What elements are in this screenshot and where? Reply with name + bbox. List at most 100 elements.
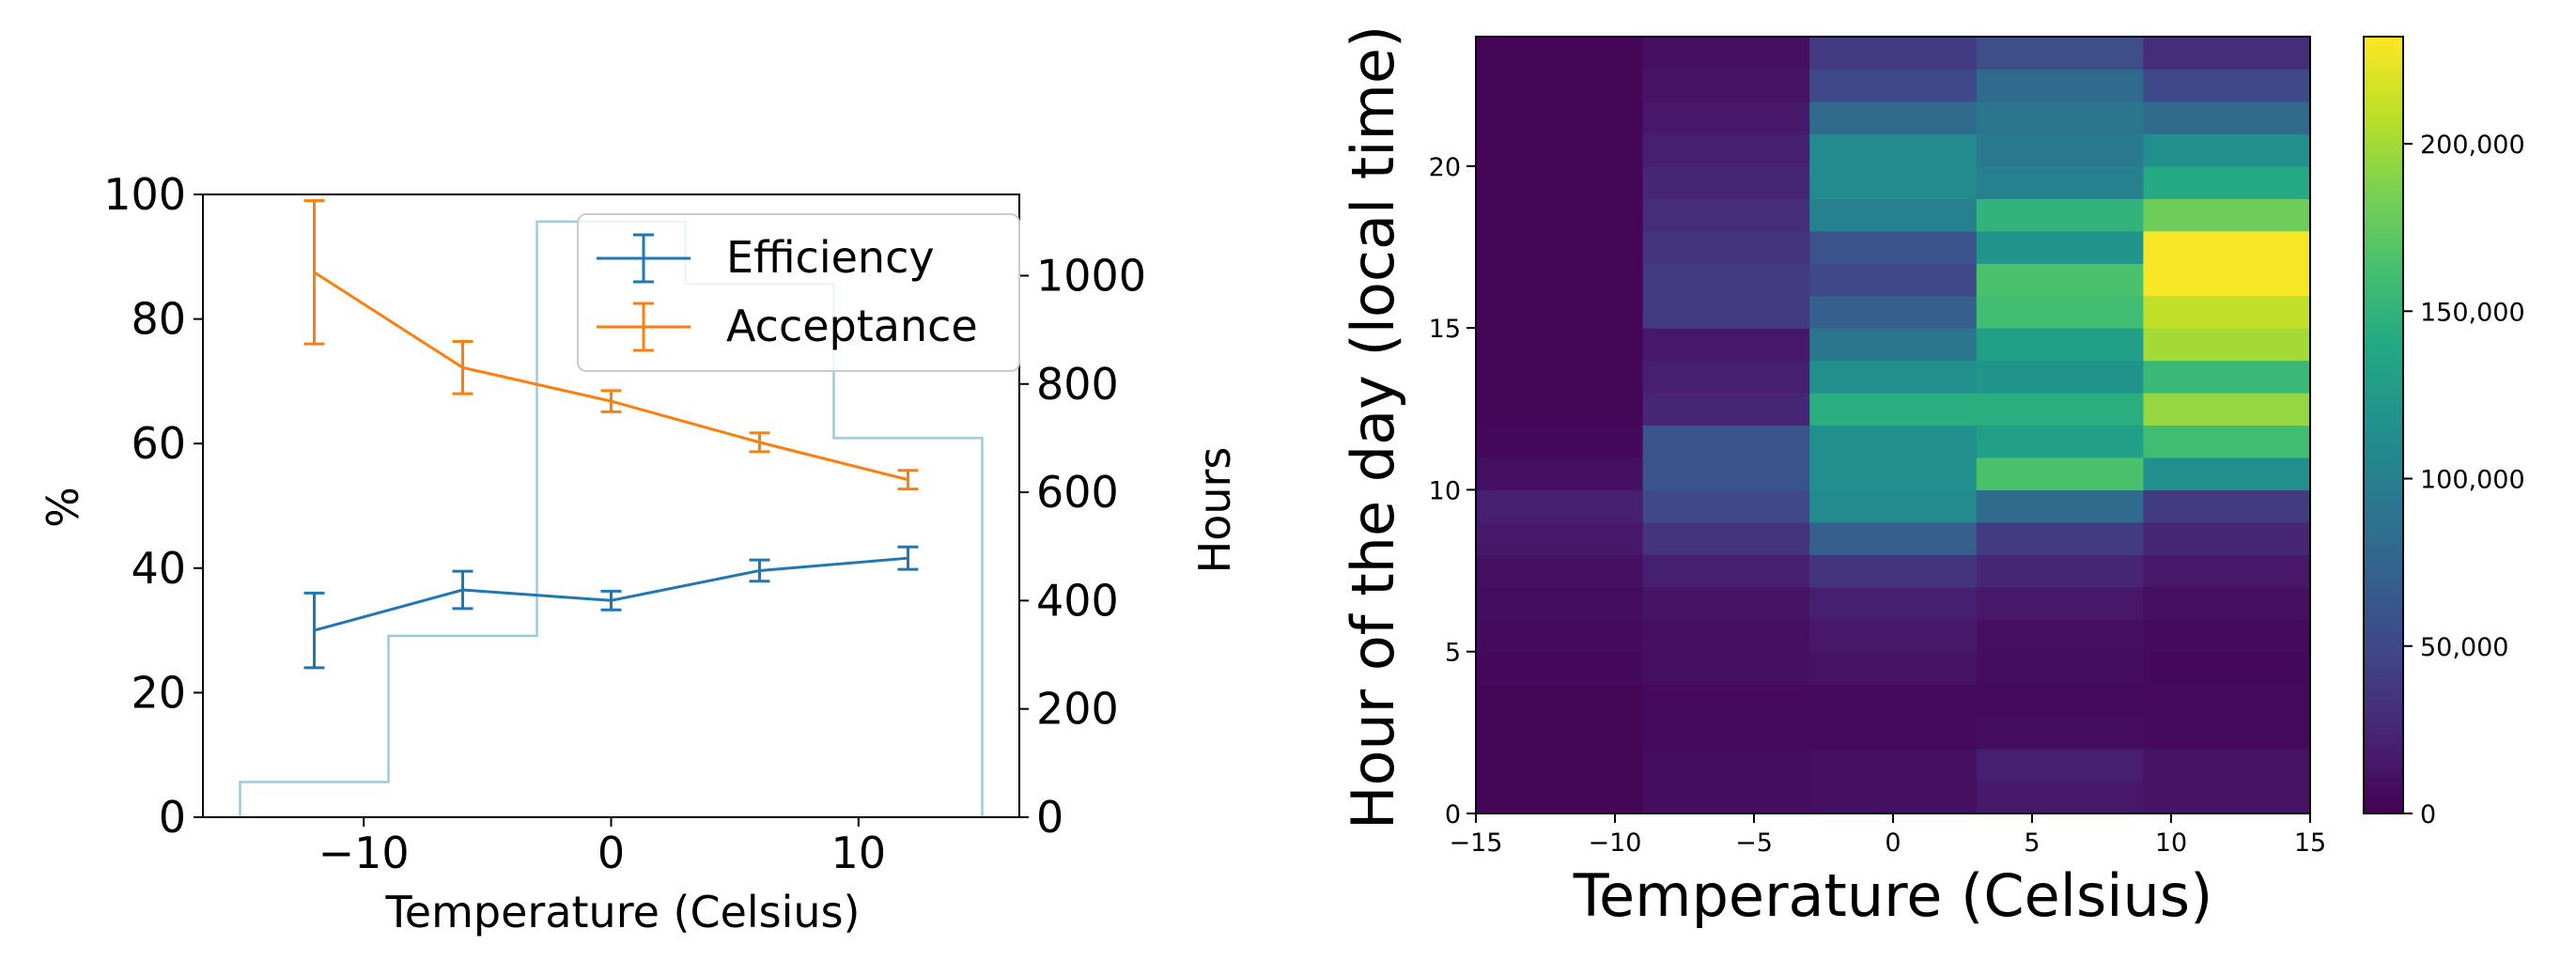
left-y-tick-label: 20: [131, 667, 186, 718]
heatmap-cell: [1642, 263, 1810, 297]
heatmap-cell: [1976, 619, 2144, 653]
heatmap-cell: [1976, 230, 2144, 264]
heatmap-y-tick-label: 10: [1429, 476, 1461, 505]
heatmap-cell: [1476, 749, 1644, 782]
heatmap-cell: [1476, 716, 1644, 750]
right-chart: −15 −10 −5 0 5 10 15 0 5 10 15 20 Temperature (Cel…: [1339, 25, 2525, 930]
left-y-axis-label: %: [38, 487, 88, 528]
left-y-right-tick-label: 200: [1036, 684, 1119, 735]
heatmap-cell: [1976, 716, 2144, 750]
left-y-right-tick-label: 1000: [1036, 250, 1146, 301]
heatmap-cell: [1809, 328, 1978, 362]
heatmap-cell: [2143, 133, 2311, 167]
heatmap-cell: [1642, 684, 1810, 718]
heatmap-cell: [1642, 37, 1810, 70]
heatmap-cell: [1809, 133, 1978, 167]
heatmap-cell: [1976, 101, 2144, 134]
left-chart: 0 20 40 60 80 100 0 200 400 600 800 1000 −10 0 10 Te…: [38, 169, 1240, 937]
heatmap-cell: [1976, 425, 2144, 458]
heatmap-cell: [1809, 263, 1978, 297]
left-series-layer: [303, 199, 919, 670]
heatmap-cell: [2143, 554, 2311, 588]
heatmap-cell: [1642, 425, 1810, 458]
heatmap-cell: [1809, 230, 1978, 264]
left-y-right-tick-label: 600: [1036, 467, 1119, 518]
left-x-tick-label: −10: [318, 828, 410, 878]
heatmap-cell: [1809, 393, 1978, 426]
heatmap-cell: [1976, 69, 2144, 102]
heatmap-cell: [1642, 457, 1810, 491]
heatmap-cell: [1976, 263, 2144, 297]
heatmap-cell: [2143, 295, 2311, 329]
heatmap-cell: [1476, 101, 1644, 134]
left-y-right-axis-label: Hours: [1189, 447, 1240, 574]
heatmap-cell: [1642, 165, 1810, 199]
heatmap-cell: [1809, 165, 1978, 199]
heatmap-cell: [1809, 651, 1978, 685]
left-y-right-tick-label: 0: [1036, 792, 1063, 843]
heatmap-cell: [1476, 230, 1644, 264]
left-y-right-tick-label: 400: [1036, 575, 1119, 626]
heatmap-cell: [1642, 230, 1810, 264]
heatmap-cell: [1476, 328, 1644, 362]
legend-entry-acceptance: Acceptance: [597, 301, 978, 352]
series-acceptance: [303, 199, 919, 491]
heatmap-cell: [1809, 69, 1978, 102]
heatmap-cell: [1809, 198, 1978, 232]
heatmap-cell: [2143, 586, 2311, 620]
legend-efficiency-label: Efficiency: [726, 232, 935, 283]
heatmap-cell: [1809, 101, 1978, 134]
left-y-right-tick-label: 800: [1036, 359, 1119, 410]
heatmap-cell: [1476, 263, 1644, 297]
heatmap-cell: [1642, 101, 1810, 134]
left-x-tick-label: 10: [831, 828, 887, 878]
heatmap-x-axis: −15 −10 −5 0 5 10 15: [1450, 813, 2326, 858]
heatmap-x-axis-label: Temperature (Celsius): [1573, 861, 2213, 930]
heatmap-cell: [1976, 554, 2144, 588]
heatmap-cell: [2143, 781, 2311, 814]
heatmap-cell: [1476, 133, 1644, 167]
left-y-tick-label: 60: [131, 418, 186, 469]
heatmap-cell: [1642, 133, 1810, 167]
heatmap-cell: [1809, 360, 1978, 394]
heatmap-cell: [1976, 651, 2144, 685]
heatmap-cell: [1476, 586, 1644, 620]
heatmap-cell: [1642, 521, 1810, 555]
heatmap-cell: [2143, 230, 2311, 264]
heatmap-cell: [2143, 37, 2311, 70]
heatmap-cell: [1976, 586, 2144, 620]
heatmap-y-axis: 0 5 10 15 20: [1429, 153, 1476, 829]
legend-acceptance-label: Acceptance: [726, 301, 978, 351]
heatmap-y-tick-label: 0: [1445, 800, 1461, 829]
heatmap-cell: [1476, 651, 1644, 685]
heatmap-x-tick-label: −5: [1735, 828, 1773, 858]
heatmap-cell: [2143, 716, 2311, 750]
heatmap-cell: [1976, 360, 2144, 394]
heatmap-cells: [1476, 37, 2311, 814]
heatmap-cell: [2143, 328, 2311, 362]
legend-box: [577, 213, 1020, 372]
heatmap-cell: [1642, 586, 1810, 620]
heatmap-y-axis-label: Hour of the day (local time): [1339, 25, 1407, 829]
heatmap-cell: [1476, 165, 1644, 199]
heatmap-y-tick-label: 5: [1445, 639, 1461, 668]
colorbar-tick-label: 200,000: [2420, 131, 2525, 160]
heatmap-cell: [1809, 684, 1978, 718]
heatmap-cell: [1976, 295, 2144, 329]
heatmap-cell: [1476, 781, 1644, 814]
left-y-right-axis: 0 200 400 600 800 1000: [1019, 250, 1146, 843]
heatmap-cell: [2143, 360, 2311, 394]
heatmap-cell: [2143, 457, 2311, 491]
heatmap-cell: [1642, 554, 1810, 588]
heatmap-cell: [1809, 457, 1978, 491]
heatmap-cell: [2143, 263, 2311, 297]
heatmap-cell: [1809, 489, 1978, 523]
series-efficiency: [303, 545, 919, 670]
heatmap-cell: [1642, 489, 1810, 523]
heatmap-cell: [1976, 133, 2144, 167]
heatmap-cell: [1642, 360, 1810, 394]
heatmap-cell: [1976, 684, 2144, 718]
heatmap-cell: [1976, 37, 2144, 70]
left-y-tick-label: 0: [159, 792, 186, 843]
